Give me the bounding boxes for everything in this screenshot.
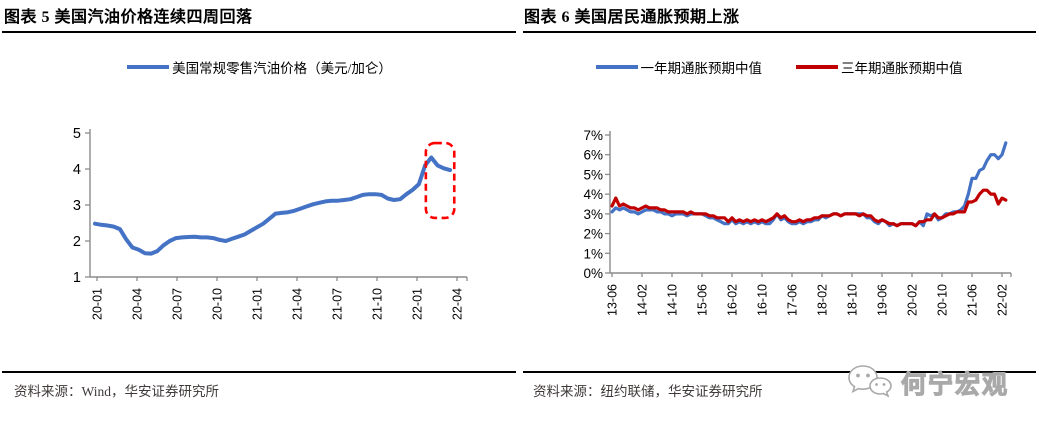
svg-text:14-02: 14-02 (636, 284, 650, 316)
svg-text:18-02: 18-02 (816, 284, 830, 316)
svg-text:20-07: 20-07 (171, 288, 185, 320)
svg-text:21-06: 21-06 (966, 284, 980, 316)
svg-text:15-06: 15-06 (696, 284, 710, 316)
svg-text:14-10: 14-10 (666, 284, 680, 316)
svg-text:5%: 5% (583, 167, 603, 182)
blue-line-swatch (127, 65, 170, 69)
svg-text:22-02: 22-02 (996, 284, 1010, 316)
watermark-text: 何宁宏观 (900, 371, 1010, 399)
svg-text:20-04: 20-04 (131, 288, 145, 320)
legend-item-1yr: 一年期通胀预期中值 (595, 57, 763, 77)
svg-text:3: 3 (73, 198, 81, 214)
svg-text:4%: 4% (583, 187, 603, 202)
legend-item-gas-price: 美国常规零售汽油价格（美元/加仑） (127, 57, 392, 77)
gas-price-line-chart: 5 4 3 2 1 20-01 20-04 20-07 20-10 21-01 21-04 21-07… (73, 126, 468, 320)
figure5-title: 图表 5 美国汽油价格连续四周回落 (4, 9, 253, 26)
figure5-legend: 美国常规零售汽油价格（美元/加仑） (0, 57, 519, 77)
svg-text:1: 1 (73, 270, 81, 286)
svg-text:5: 5 (73, 126, 81, 142)
svg-text:2%: 2% (583, 227, 603, 242)
svg-text:1%: 1% (583, 246, 603, 261)
figure5-title-rule (2, 31, 516, 33)
legend-label: 三年期通胀预期中值 (841, 61, 963, 76)
wechat-icon (848, 365, 892, 398)
red-line-swatch (796, 65, 838, 69)
svg-text:20-02: 20-02 (906, 284, 920, 316)
svg-text:2: 2 (73, 234, 81, 250)
svg-text:3%: 3% (583, 207, 603, 222)
figure5-footer-rule (2, 371, 516, 373)
inflation-expectation-line-chart: 7% 6% 5% 4% 3% 2% 1% 0%13-06 14-02 14-10 15-06 16-0… (583, 128, 1012, 316)
svg-text:21-10: 21-10 (371, 288, 385, 320)
svg-text:20-01: 20-01 (91, 288, 105, 320)
legend-label: 美国常规零售汽油价格（美元/加仑） (172, 61, 392, 76)
svg-text:16-02: 16-02 (726, 284, 740, 316)
figure6-title: 图表 6 美国居民通胀预期上涨 (524, 9, 740, 26)
svg-text:7%: 7% (583, 128, 603, 143)
svg-text:17-06: 17-06 (786, 284, 800, 316)
svg-text:21-04: 21-04 (291, 288, 305, 320)
figure6-legend: 一年期通胀预期中值 三年期通胀预期中值 (519, 57, 1039, 77)
svg-text:22-04: 22-04 (451, 288, 465, 320)
svg-text:21-07: 21-07 (331, 288, 345, 320)
svg-text:21-01: 21-01 (251, 288, 265, 320)
figure6-source: 资料来源：纽约联储，华安证券研究所 (533, 384, 763, 399)
svg-text:0%: 0% (583, 266, 603, 281)
svg-text:20-10: 20-10 (211, 288, 225, 320)
figure6-title-rule (523, 31, 1036, 33)
svg-text:16-10: 16-10 (756, 284, 770, 316)
svg-text:4: 4 (73, 162, 81, 178)
figure5-source: 资料来源：Wind，华安证券研究所 (14, 384, 219, 399)
svg-text:19-06: 19-06 (876, 284, 890, 316)
svg-text:20-10: 20-10 (936, 284, 950, 316)
svg-text:22-01: 22-01 (411, 288, 425, 320)
blue-line-swatch (595, 65, 638, 69)
svg-text:6%: 6% (583, 148, 603, 163)
svg-text:18-10: 18-10 (846, 284, 860, 316)
legend-label: 一年期通胀预期中值 (640, 61, 763, 76)
legend-item-3yr: 三年期通胀预期中值 (796, 57, 963, 77)
figure6-footer-rule (523, 371, 1036, 373)
watermark: 何宁宏观 (846, 362, 1009, 404)
svg-text:13-06: 13-06 (606, 284, 620, 316)
